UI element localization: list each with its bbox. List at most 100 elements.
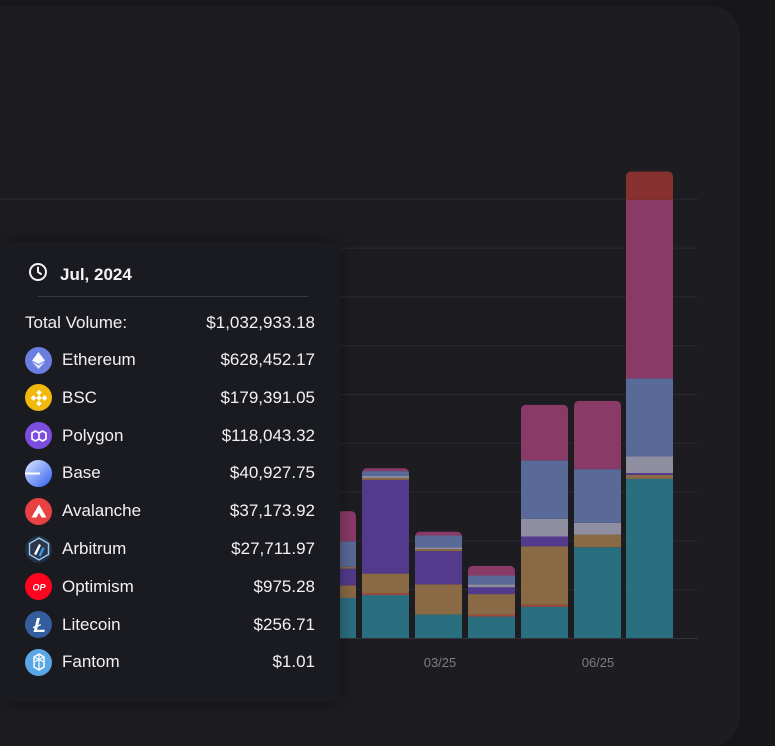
svg-text:OP: OP [32,582,46,592]
bar-segment-teal [521,606,568,638]
chain-row-optimism: OP Optimism $975.28 [25,573,315,601]
chain-name: Arbitrum [62,539,127,558]
bar-segment-purple [626,473,673,476]
chain-label: Ethereum [25,346,136,374]
bar-segment-teal [626,478,673,638]
bar-segment-purple [362,479,409,574]
x-axis-ticks: 03/25 06/25 [424,655,615,670]
chain-name: Litecoin [62,614,121,634]
bar-segment-orange [574,534,621,548]
optimism-icon: OP [25,573,52,601]
tooltip-date: Jul, 2024 [60,264,132,284]
chain-volume-value: $118,043.32 [221,425,315,445]
bars [309,171,673,638]
bar-segment-purple [415,551,462,585]
bar-segment-slate-blue [626,378,673,457]
chain-row-base: Base $40,927.75 [25,459,315,487]
bar-segment-orange [626,475,673,479]
bar-segment-dark-red [626,171,673,200]
chain-name: BSC [62,387,97,407]
chain-label: Litecoin [25,611,121,639]
bar-segment-teal [415,614,462,638]
clock-icon [28,262,48,287]
bar-segment-red-thin [362,593,409,596]
bar-segment-orange [362,573,409,594]
bar-segment-magenta [468,565,515,576]
fantom-icon [25,648,52,676]
litecoin-icon [25,611,52,639]
chain-label: OP Optimism [25,573,134,601]
chain-row-avalanche: Avalanche $37,173.92 [25,497,315,525]
chain-label: Avalanche [25,497,142,525]
chain-name: Polygon [62,425,124,445]
tooltip-header: Jul, 2024 [28,262,132,287]
bar-segment-gold-thin [362,477,409,480]
bar-segment-gray [521,518,568,537]
bar-stack[interactable] [521,404,568,638]
bar-segment-orange [468,594,515,615]
chain-volume-value: $40,927.75 [229,463,315,483]
avalanche-icon [25,497,52,525]
bar-stack[interactable] [574,400,621,638]
bar-segment-gray [362,475,409,478]
chain-row-litecoin: Litecoin $256.71 [25,611,315,639]
bar-segment-magenta [415,531,462,536]
bar-segment-slate-blue [415,535,462,548]
bar-segment-gold-thin [415,549,462,552]
tooltip-divider [38,296,308,297]
chain-row-bsc: BSC $179,391.05 [25,384,315,412]
chain-name: Optimism [62,576,134,596]
bar-segment-slate-blue [468,575,515,585]
total-volume-label: Total Volume: [25,313,128,332]
chain-volume-value: $975.28 [253,576,315,596]
chain-row-arbitrum: Arbitrum $27,711.97 [25,535,315,563]
chart-tooltip: Jul, 2024 Total Volume: $1,032,933.18 Et… [0,242,340,702]
chain-volume-value: $628,452.17 [220,350,315,369]
total-volume-row: Total Volume: $1,032,933.18 [25,309,315,337]
bar-segment-slate-blue [521,460,568,519]
chain-row-polygon: Polygon $118,043.32 [25,422,315,450]
chain-label: Base [25,459,101,487]
chain-name: Ethereum [62,350,136,369]
bar-segment-red-thin [468,614,515,617]
chain-volume-value: $179,391.05 [220,387,315,407]
bar-segment-red-thin [521,604,568,607]
chain-name: Avalanche [62,501,142,521]
chain-row-fantom: Fantom $1.01 [25,648,315,676]
bar-segment-magenta [626,199,673,379]
polygon-icon [25,422,52,450]
total-volume-value: $1,032,933.18 [206,313,315,332]
chain-label: Polygon [25,422,124,450]
arbitrum-icon [25,535,52,563]
base-icon [25,459,52,487]
x-tick-label: 06/25 [582,655,615,670]
bar-stack[interactable] [468,565,515,638]
chain-row-ethereum: Ethereum $628,452.17 [25,346,315,374]
bar-segment-slate-blue [574,469,621,523]
bar-segment-orange [521,546,568,605]
bar-segment-teal [574,547,621,638]
chain-label: Arbitrum [25,535,127,563]
bar-segment-gray [626,456,673,474]
bar-segment-slate-blue [362,471,409,476]
bar-stack[interactable] [362,468,409,638]
bar-segment-teal [468,616,515,638]
bar-segment-gray [415,547,462,550]
bar-segment-magenta [521,404,568,461]
chain-label: BSC [25,384,97,412]
bar-segment-gray [574,522,621,535]
bar-segment-magenta [574,400,621,470]
bar-segment-gray [468,584,515,588]
chain-volume-value: $256.71 [253,614,315,634]
chain-volume-value: $37,173.92 [229,501,315,521]
chain-name: Base [62,463,101,483]
bar-stack[interactable] [415,531,462,638]
chain-name: Fantom [62,652,120,672]
bar-segment-purple [468,587,515,595]
ethereum-icon [25,346,52,374]
bar-segment-orange [415,584,462,615]
bar-segment-magenta [362,468,409,472]
chain-label: Fantom [25,648,120,676]
chain-volume-value: $27,711.97 [231,539,315,558]
bar-stack[interactable] [626,171,673,638]
